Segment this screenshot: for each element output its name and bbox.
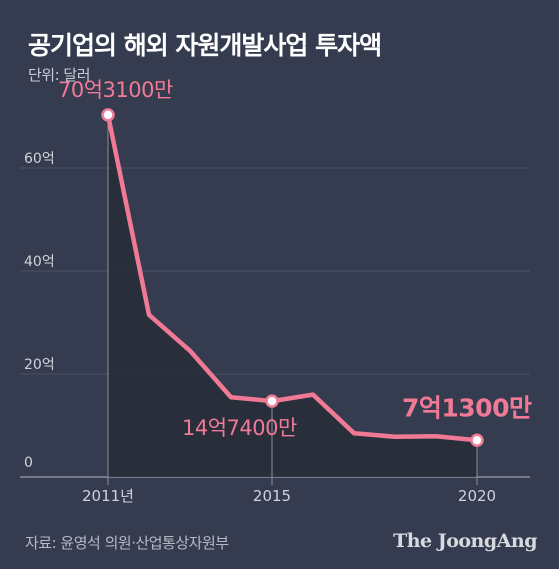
y-tick-labels: 0 20억 40억 60억	[24, 151, 55, 471]
y-tick-label: 0	[24, 455, 33, 471]
x-tick-labels: 2011년 2015 2020	[82, 487, 496, 505]
y-tick-label: 20억	[24, 357, 55, 373]
series-line	[105, 112, 480, 443]
x-tick-label: 2011년	[82, 487, 134, 505]
data-markers	[101, 108, 484, 448]
chart-title: 공기업의 해외 자원개발사업 투자액	[28, 31, 382, 60]
x-tick-label: 2020	[458, 487, 496, 505]
data-marker	[101, 108, 115, 122]
data-label: 14억7400만	[182, 416, 297, 440]
y-tick-label: 60억	[24, 151, 55, 167]
data-label: 7억1300만	[402, 393, 532, 422]
data-annotations: 70억3100만 14억7400만 7억1300만	[58, 78, 532, 440]
source-note: 자료: 윤영석 의원·산업통상자원부	[25, 534, 229, 552]
data-label: 70억3100만	[58, 78, 173, 102]
data-marker	[265, 394, 279, 408]
area-fill	[108, 114, 477, 478]
data-marker	[470, 433, 484, 448]
unit-label: 단위: 달러	[28, 66, 91, 84]
y-tick-label: 40억	[24, 254, 55, 270]
brand-logo: The JoongAng	[393, 530, 537, 552]
x-tick-label: 2015	[253, 487, 291, 505]
x-guide-lines	[107, 114, 478, 485]
